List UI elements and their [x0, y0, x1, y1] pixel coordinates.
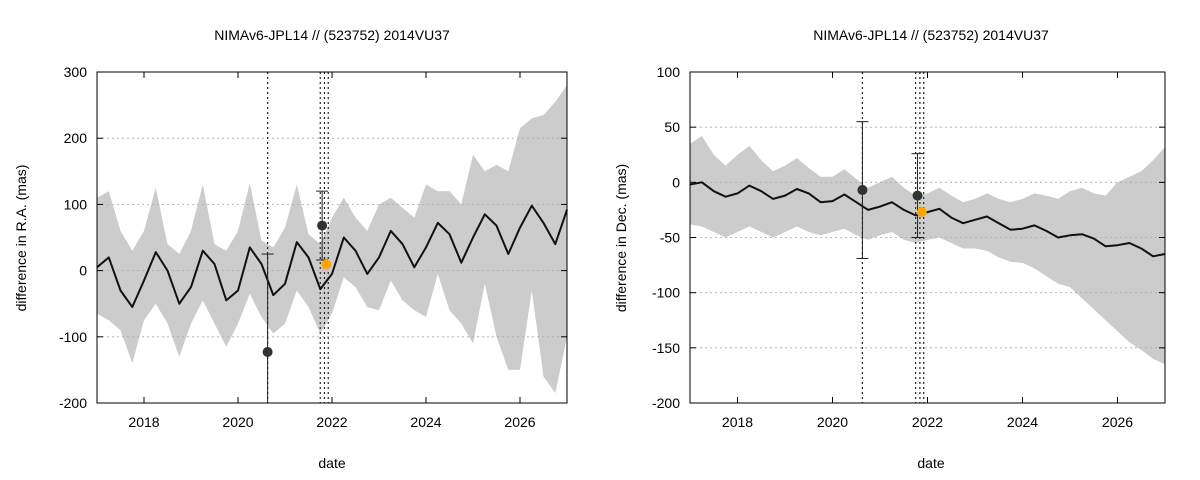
dec-model-curve: [689, 181, 1166, 258]
dec-x-tick-label: 2018: [722, 414, 753, 430]
dec-y-tick-label: -200: [652, 395, 680, 411]
ra-x-tick-label: 2026: [504, 414, 535, 430]
dec-x-tick-label: 2022: [912, 414, 943, 430]
dec-y-tick-label: 0: [672, 174, 680, 190]
dec-plot-frame: [689, 71, 1166, 404]
dec-x-axis-label: date: [917, 455, 944, 471]
dec-y-tick-label: -150: [652, 340, 680, 356]
dec-y-axis-label: difference in Dec. (mas): [613, 164, 629, 312]
dec-observation-point: [916, 207, 927, 218]
ra-x-tick-label: 2020: [222, 414, 253, 430]
dec-chart-title: NIMAv6-JPL14 // (523752) 2014VU37: [813, 27, 1049, 43]
ra-x-tick-label: 2018: [128, 414, 159, 430]
ra-plot-frame: [96, 71, 568, 404]
dec-y-tick-label: -50: [660, 230, 680, 246]
dec-y-tick-label: 50: [664, 119, 680, 135]
ra-y-tick-label: 300: [64, 64, 88, 80]
ra-y-axis-label: difference in R.A. (mas): [13, 165, 29, 312]
dec-y-tick-label: -100: [652, 285, 680, 301]
ra-y-tick-label: 200: [64, 130, 88, 146]
ra-observation-point: [317, 220, 328, 231]
ra-uncertainty-band: [97, 85, 567, 394]
ra-model-curve: [96, 204, 568, 308]
ra-observation-point: [321, 259, 332, 270]
dec-y-tick-label: 100: [657, 64, 681, 80]
ra-panel: -200 -100 0 100 200 300 2018 2020 2022 2024 2026 N…: [13, 27, 568, 471]
ra-x-axis-label: date: [318, 455, 345, 471]
ra-chart-title: NIMAv6-JPL14 // (523752) 2014VU37: [214, 27, 450, 43]
dec-observation-point: [912, 190, 923, 201]
dec-x-tick-label: 2024: [1007, 414, 1038, 430]
ra-y-tick-label: -200: [59, 395, 87, 411]
dec-observation-point: [857, 185, 868, 196]
ra-x-tick-label: 2022: [316, 414, 347, 430]
dec-x-tick-label: 2020: [817, 414, 848, 430]
ra-observation-point: [262, 347, 273, 358]
dec-panel: -200 -150 -100 -50 0 50 100 2018 2020 2022 2024 202…: [613, 27, 1166, 471]
ra-x-tick-label: 2024: [410, 414, 441, 430]
ra-y-tick-label: -100: [59, 329, 87, 345]
dec-uncertainty-band: [690, 136, 1165, 365]
ra-y-tick-label: 0: [79, 263, 87, 279]
dec-x-tick-label: 2026: [1102, 414, 1133, 430]
ra-y-tick-label: 100: [64, 196, 88, 212]
